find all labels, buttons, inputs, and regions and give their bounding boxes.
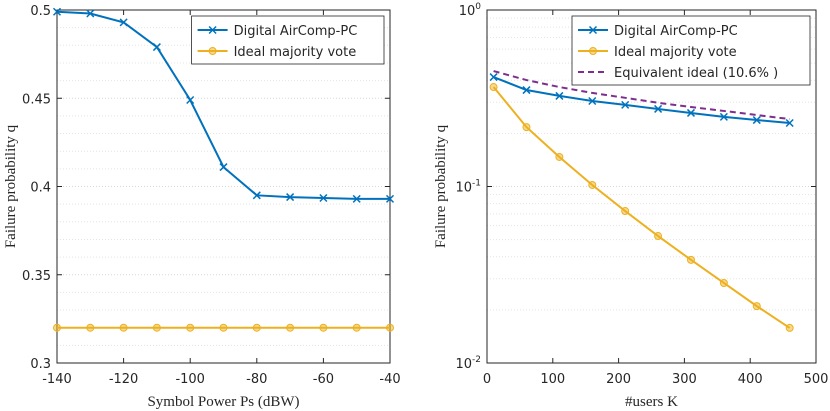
marker bbox=[385, 194, 395, 203]
marker bbox=[386, 323, 394, 332]
marker bbox=[785, 323, 794, 332]
x-tick-label: -100 bbox=[175, 372, 205, 387]
marker bbox=[588, 96, 597, 106]
x-tick-label: -80 bbox=[246, 372, 267, 387]
y-tick-label: 100 bbox=[459, 2, 482, 19]
marker bbox=[686, 108, 696, 117]
marker bbox=[785, 118, 794, 128]
marker bbox=[319, 323, 328, 332]
x-tick-label: 400 bbox=[738, 372, 763, 387]
marker bbox=[152, 323, 161, 332]
y-tick-label: 0.3 bbox=[30, 357, 51, 372]
marker bbox=[152, 43, 161, 52]
marker bbox=[686, 255, 695, 264]
marker bbox=[522, 123, 531, 132]
legend-label: Ideal majority vote bbox=[234, 45, 357, 60]
y-tick-label: 0.4 bbox=[30, 181, 51, 196]
marker bbox=[719, 112, 728, 121]
x-tick-label: 0 bbox=[483, 372, 491, 387]
marker bbox=[53, 323, 61, 332]
marker bbox=[186, 95, 195, 105]
x-axis-label: #users K bbox=[625, 394, 678, 410]
legend-marker bbox=[208, 25, 217, 35]
legend-marker bbox=[588, 25, 598, 35]
marker bbox=[489, 83, 498, 92]
marker bbox=[86, 9, 95, 18]
plot-frame bbox=[486, 9, 817, 364]
marker bbox=[186, 323, 195, 332]
legend-marker bbox=[589, 47, 597, 55]
y-axis-label: Failure probability q bbox=[3, 124, 19, 248]
legend-label: Digital AirComp-PC bbox=[614, 24, 738, 39]
y-tick-label: 0.5 bbox=[30, 4, 51, 19]
y-tick-label: 10-1 bbox=[455, 179, 481, 196]
marker bbox=[352, 194, 361, 203]
marker bbox=[352, 323, 361, 332]
marker bbox=[219, 163, 228, 172]
legend-label: Equivalent ideal (10.6% ) bbox=[614, 66, 778, 81]
x-tick-label: -120 bbox=[109, 372, 139, 387]
legend-label: Ideal majority vote bbox=[614, 45, 737, 60]
marker bbox=[555, 91, 564, 100]
x-tick-label: -60 bbox=[313, 372, 334, 387]
marker bbox=[286, 323, 295, 332]
y-tick-label: 0.35 bbox=[22, 269, 51, 284]
y-axis-label: Failure probability q bbox=[433, 124, 449, 248]
y-tick-label: 10-2 bbox=[455, 355, 481, 372]
legend-box bbox=[191, 15, 385, 65]
legend-box bbox=[571, 15, 811, 86]
x-tick-label: 100 bbox=[540, 372, 565, 387]
marker bbox=[489, 73, 498, 82]
marker bbox=[588, 180, 597, 189]
marker bbox=[86, 323, 95, 332]
marker bbox=[52, 7, 62, 16]
marker bbox=[752, 116, 761, 125]
x-axis-label: Symbol Power Ps (dBW) bbox=[147, 394, 299, 410]
marker bbox=[252, 323, 261, 332]
marker bbox=[119, 18, 128, 27]
x-tick-label: -40 bbox=[379, 372, 400, 387]
marker bbox=[654, 232, 663, 241]
x-tick-label: 500 bbox=[804, 372, 829, 387]
marker bbox=[719, 278, 728, 287]
series-line bbox=[493, 70, 790, 121]
marker bbox=[654, 104, 663, 113]
x-tick-label: 300 bbox=[672, 372, 697, 387]
marker bbox=[252, 191, 261, 200]
series-line bbox=[492, 86, 791, 329]
marker bbox=[219, 323, 228, 332]
series-line bbox=[493, 76, 790, 124]
marker bbox=[621, 100, 630, 109]
marker bbox=[621, 207, 630, 216]
plot-frame bbox=[56, 9, 391, 364]
legend-label: Digital AirComp-PC bbox=[234, 24, 358, 39]
marker bbox=[319, 193, 328, 203]
marker bbox=[522, 86, 531, 95]
legend-marker bbox=[208, 47, 217, 55]
y-tick-label: 0.45 bbox=[22, 92, 51, 107]
marker bbox=[555, 152, 564, 161]
marker bbox=[752, 302, 761, 311]
x-tick-label: 200 bbox=[606, 372, 631, 387]
x-tick-label: -140 bbox=[42, 372, 72, 387]
marker bbox=[286, 193, 295, 202]
marker bbox=[119, 323, 128, 332]
